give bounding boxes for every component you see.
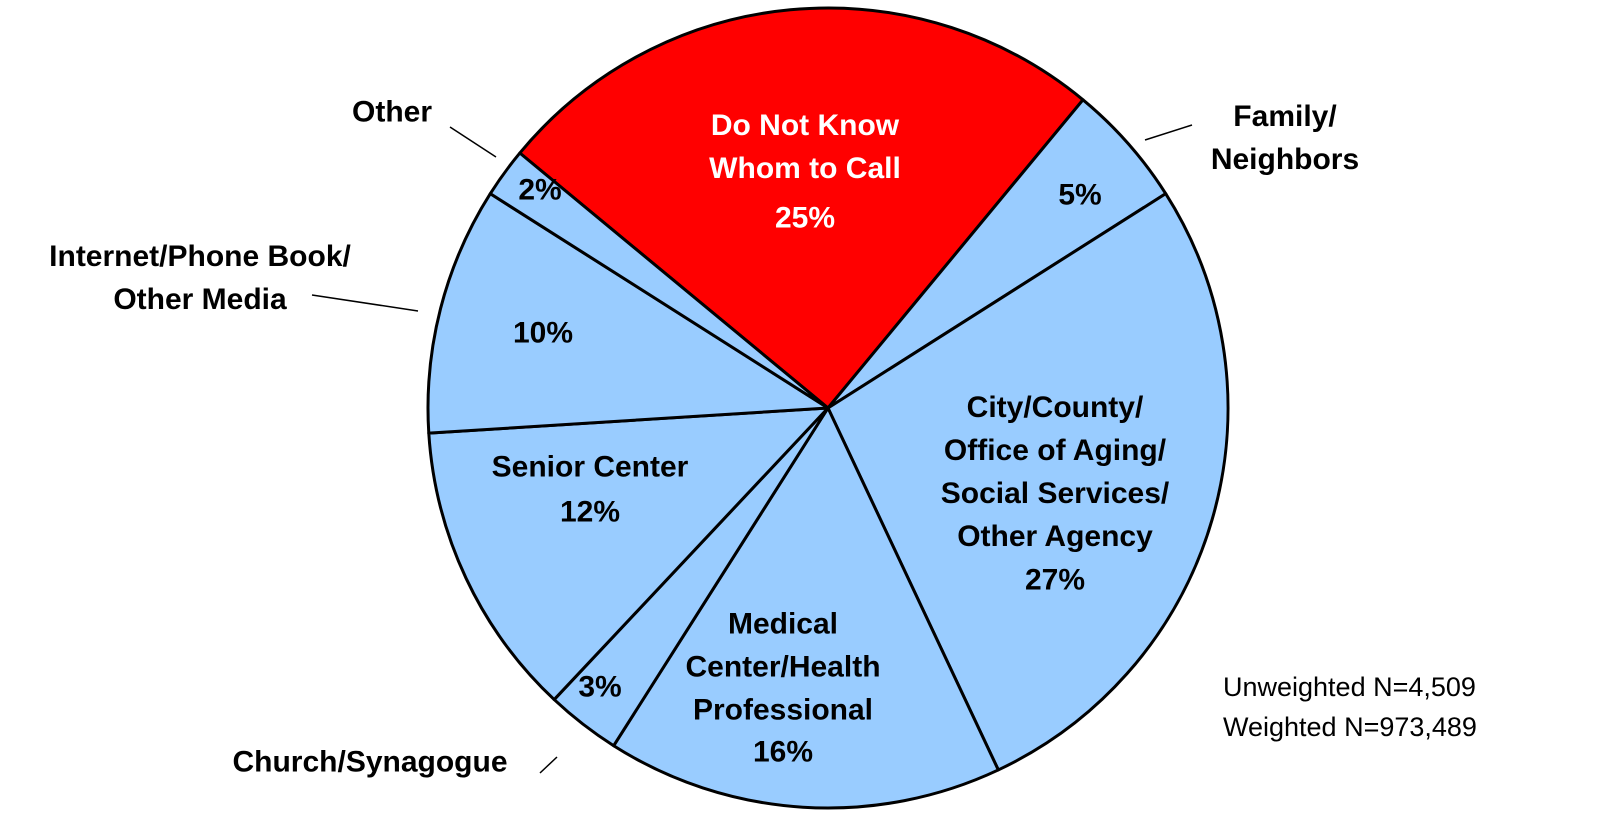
slice-label: Church/Synagogue (232, 745, 508, 779)
leader-line (1144, 124, 1193, 141)
value-label: 3% (578, 670, 622, 704)
pie-slice (426, 192, 830, 435)
slice-label: Medical Center/Health Professional (685, 607, 881, 727)
pie-slice (518, 6, 1085, 410)
note: Unweighted N=4,509 (1223, 672, 1476, 702)
slice-label: Do Not Know Whom to Call (709, 109, 901, 185)
pie-slice (488, 151, 830, 410)
slice-label: Other (351, 95, 433, 129)
value-label: 27% (1024, 563, 1086, 597)
value-label: 5% (1058, 178, 1102, 212)
value-label: 2% (518, 173, 562, 207)
value-label: 25% (774, 201, 836, 235)
pie-slice (427, 406, 830, 702)
value-label: 12% (559, 495, 621, 529)
value-label: 16% (752, 735, 814, 769)
slice-label: City/County/ Office of Aging/ Social Ser… (940, 391, 1170, 553)
leader-line (311, 294, 419, 312)
note: Weighted N=973,489 (1223, 712, 1477, 742)
leader-line (539, 756, 558, 774)
slice-label: Internet/Phone Book/ Other Media (49, 240, 351, 316)
slice-label: Senior Center (491, 450, 689, 484)
slice-label: Family/ Neighbors (1210, 100, 1360, 176)
pie-slice (612, 406, 1000, 810)
value-label: 10% (512, 316, 574, 350)
leader-line (449, 126, 497, 158)
pie-slice (826, 192, 1230, 772)
